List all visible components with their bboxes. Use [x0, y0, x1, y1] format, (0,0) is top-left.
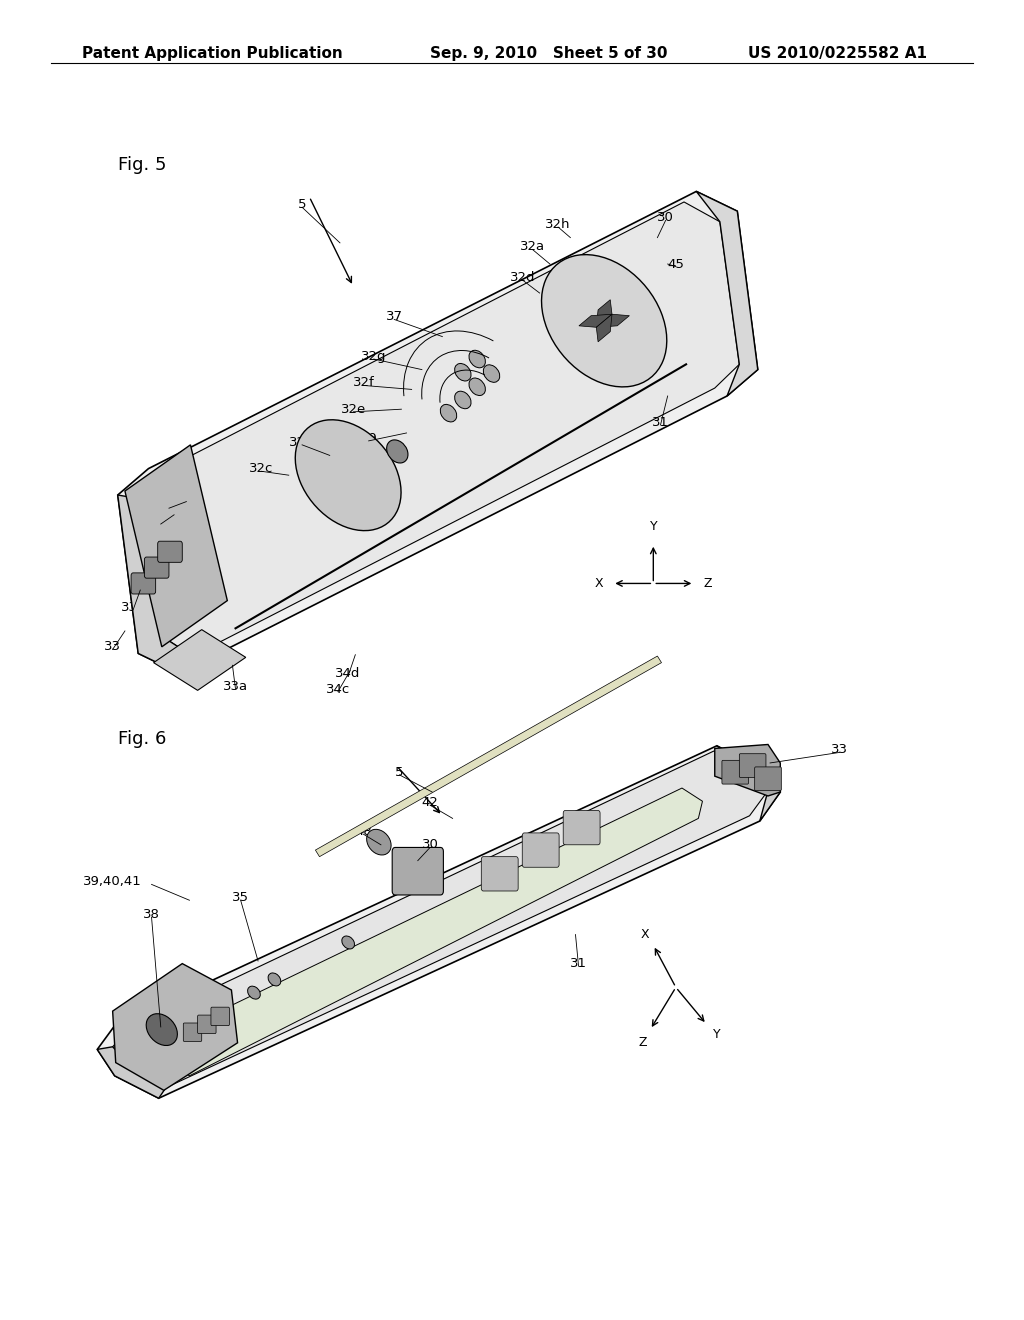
Polygon shape: [717, 746, 780, 821]
Text: US 2010/0225582 A1: US 2010/0225582 A1: [748, 46, 927, 61]
Text: 32h: 32h: [546, 218, 570, 231]
Ellipse shape: [469, 350, 485, 368]
Text: 5: 5: [298, 198, 306, 211]
Ellipse shape: [440, 404, 457, 422]
FancyBboxPatch shape: [144, 557, 169, 578]
Polygon shape: [596, 300, 612, 327]
Polygon shape: [118, 191, 758, 673]
FancyBboxPatch shape: [158, 541, 182, 562]
Text: 30: 30: [657, 211, 674, 224]
Text: 42: 42: [422, 796, 438, 809]
Polygon shape: [118, 495, 193, 673]
Text: 38: 38: [143, 908, 160, 921]
Text: 33: 33: [104, 640, 121, 653]
Ellipse shape: [455, 391, 471, 409]
Polygon shape: [154, 630, 246, 690]
Text: Z: Z: [703, 577, 712, 590]
Ellipse shape: [542, 255, 667, 387]
Text: 32b: 32b: [290, 436, 314, 449]
Polygon shape: [125, 445, 227, 647]
Text: X: X: [641, 928, 649, 941]
Polygon shape: [696, 191, 758, 396]
Ellipse shape: [367, 829, 391, 855]
Ellipse shape: [295, 420, 401, 531]
Polygon shape: [97, 746, 780, 1098]
FancyBboxPatch shape: [131, 573, 156, 594]
FancyBboxPatch shape: [563, 810, 600, 845]
Polygon shape: [113, 751, 768, 1088]
Polygon shape: [715, 744, 780, 796]
Polygon shape: [148, 788, 702, 1076]
Text: Fig. 5: Fig. 5: [118, 156, 166, 174]
Ellipse shape: [455, 363, 471, 381]
Ellipse shape: [342, 936, 354, 949]
Polygon shape: [315, 656, 662, 857]
Text: 30: 30: [422, 838, 438, 851]
Text: 49: 49: [360, 432, 377, 445]
Text: 35: 35: [232, 891, 249, 904]
Text: 33: 33: [831, 743, 848, 756]
FancyBboxPatch shape: [481, 857, 518, 891]
Ellipse shape: [387, 440, 408, 463]
FancyBboxPatch shape: [755, 767, 781, 791]
Text: 32f: 32f: [352, 376, 375, 389]
Text: 33a: 33a: [121, 601, 145, 614]
Text: 31: 31: [652, 416, 669, 429]
Text: Z: Z: [639, 1036, 647, 1049]
Text: X: X: [595, 577, 603, 590]
Polygon shape: [579, 314, 612, 327]
Ellipse shape: [268, 973, 281, 986]
FancyBboxPatch shape: [739, 754, 766, 777]
Text: 31: 31: [570, 957, 587, 970]
FancyBboxPatch shape: [392, 847, 443, 895]
Text: 33a: 33a: [223, 680, 248, 693]
Text: 32c: 32c: [249, 462, 273, 475]
Text: Y: Y: [713, 1028, 721, 1041]
Text: 34c: 34c: [326, 682, 350, 696]
FancyBboxPatch shape: [198, 1015, 216, 1034]
Text: Y: Y: [649, 520, 657, 533]
Text: 32d: 32d: [510, 271, 535, 284]
Ellipse shape: [146, 1014, 177, 1045]
Text: 32g: 32g: [361, 350, 386, 363]
Text: 34a: 34a: [148, 515, 173, 528]
Text: Patent Application Publication: Patent Application Publication: [82, 46, 343, 61]
Polygon shape: [596, 314, 612, 342]
Polygon shape: [133, 202, 739, 656]
Ellipse shape: [469, 378, 485, 396]
Polygon shape: [97, 1047, 166, 1098]
Text: 48: 48: [355, 825, 372, 838]
Ellipse shape: [483, 364, 500, 383]
Polygon shape: [596, 314, 630, 327]
Text: 5: 5: [395, 766, 403, 779]
FancyBboxPatch shape: [522, 833, 559, 867]
Text: 37: 37: [386, 310, 402, 323]
FancyBboxPatch shape: [183, 1023, 202, 1041]
Text: Sep. 9, 2010   Sheet 5 of 30: Sep. 9, 2010 Sheet 5 of 30: [430, 46, 668, 61]
Text: Fig. 6: Fig. 6: [118, 730, 166, 748]
Text: 32e: 32e: [341, 403, 366, 416]
Polygon shape: [113, 964, 238, 1090]
Text: 34b: 34b: [157, 499, 181, 512]
Text: 39,40,41: 39,40,41: [83, 875, 142, 888]
FancyBboxPatch shape: [211, 1007, 229, 1026]
Text: 45: 45: [668, 257, 684, 271]
Text: 32a: 32a: [520, 240, 545, 253]
FancyBboxPatch shape: [722, 760, 749, 784]
Text: 34d: 34d: [336, 667, 360, 680]
Ellipse shape: [248, 986, 260, 999]
